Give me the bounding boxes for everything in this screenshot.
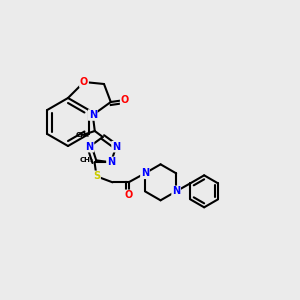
Text: N: N bbox=[141, 168, 149, 178]
Text: N: N bbox=[85, 142, 94, 152]
Text: N: N bbox=[172, 186, 180, 196]
Text: O: O bbox=[80, 77, 88, 87]
Text: CH₃: CH₃ bbox=[76, 132, 90, 138]
Text: N: N bbox=[89, 110, 97, 120]
Text: CH₃: CH₃ bbox=[80, 157, 94, 163]
Text: O: O bbox=[121, 95, 129, 105]
Text: N: N bbox=[112, 142, 120, 152]
Text: O: O bbox=[124, 190, 133, 200]
Text: S: S bbox=[93, 171, 100, 181]
Text: N: N bbox=[107, 157, 115, 167]
